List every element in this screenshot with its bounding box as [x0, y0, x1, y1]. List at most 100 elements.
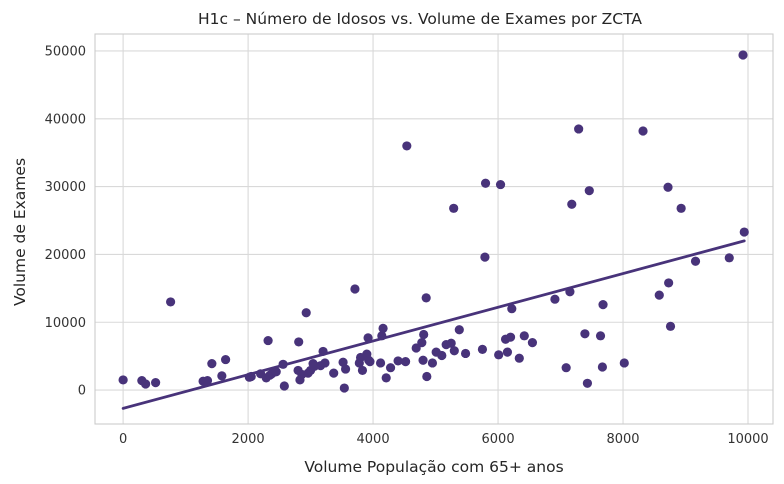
data-point	[550, 294, 560, 304]
y-tick-labels: 0 10000 20000 30000 40000 50000	[45, 44, 86, 398]
data-point	[598, 300, 608, 310]
data-point	[320, 358, 330, 368]
data-point	[294, 337, 304, 347]
grid-lines	[95, 34, 773, 424]
data-point	[378, 323, 388, 333]
x-tick-label: 2000	[232, 432, 265, 447]
data-point	[584, 186, 594, 196]
data-point	[437, 350, 447, 361]
y-tick-label: 50000	[45, 44, 86, 59]
trendline	[121, 239, 746, 410]
data-point	[350, 284, 360, 294]
data-point	[385, 363, 396, 373]
data-point	[690, 256, 701, 266]
data-point	[141, 379, 151, 389]
data-point	[166, 297, 176, 307]
data-point	[421, 293, 431, 303]
x-tick-label: 10000	[727, 432, 768, 447]
data-point	[217, 371, 227, 381]
x-tick-labels: 0 2000 4000 6000 8000 10000	[119, 432, 769, 447]
x-axis-label: Volume População com 65+ anos	[304, 458, 563, 476]
data-point	[449, 203, 459, 213]
data-point	[519, 331, 529, 341]
data-point	[427, 358, 438, 368]
data-point	[357, 365, 368, 376]
data-point	[393, 356, 403, 366]
data-point	[724, 253, 734, 263]
data-point	[279, 381, 289, 391]
data-point	[377, 331, 387, 341]
data-point	[400, 357, 411, 367]
data-points	[118, 50, 749, 393]
data-point	[527, 338, 538, 348]
data-point	[329, 368, 339, 378]
data-point	[278, 359, 288, 369]
data-point	[477, 344, 488, 354]
x-tick-label: 0	[119, 432, 127, 447]
data-point	[418, 355, 428, 365]
plot-frame	[94, 33, 774, 425]
data-point	[514, 353, 524, 363]
x-tick-label: 8000	[606, 432, 639, 447]
chart-title: H1c – Número de Idosos vs. Volume de Exa…	[198, 10, 642, 28]
data-point	[318, 346, 328, 357]
data-point	[118, 375, 128, 385]
data-point	[375, 358, 386, 368]
data-point	[263, 335, 273, 346]
trendline-group	[121, 239, 746, 410]
data-point	[365, 357, 375, 367]
data-point	[567, 199, 577, 209]
data-point	[494, 350, 504, 360]
y-axis-label: Volume de Exames	[11, 158, 29, 306]
data-point	[480, 178, 491, 188]
data-point	[739, 227, 749, 237]
data-point	[507, 304, 517, 314]
y-tick-label: 30000	[45, 180, 86, 195]
data-point	[202, 375, 213, 386]
data-point	[574, 124, 584, 134]
y-tick-label: 40000	[45, 112, 86, 127]
y-tick-label: 10000	[45, 316, 86, 331]
y-tick-label: 0	[78, 384, 86, 399]
data-point	[638, 126, 648, 136]
data-point	[582, 378, 593, 388]
data-point	[580, 329, 590, 339]
data-point	[665, 321, 676, 331]
data-point	[402, 141, 412, 151]
data-point	[271, 367, 281, 377]
x-tick-label: 6000	[482, 432, 515, 447]
data-point	[565, 287, 575, 297]
data-point	[339, 383, 349, 393]
data-point	[502, 347, 513, 357]
data-point	[363, 333, 373, 343]
data-point	[340, 364, 351, 374]
data-point	[676, 203, 686, 213]
data-point	[505, 332, 516, 342]
data-point	[246, 371, 256, 382]
data-point	[301, 308, 311, 318]
data-point	[151, 378, 161, 388]
y-tick-label: 20000	[45, 248, 86, 263]
data-point	[221, 354, 231, 365]
x-tick-label: 4000	[357, 432, 390, 447]
data-point	[495, 179, 506, 190]
data-point	[460, 348, 471, 359]
data-point	[446, 338, 456, 348]
data-point	[422, 371, 432, 382]
data-point	[738, 50, 748, 60]
data-point	[561, 363, 571, 373]
data-point	[597, 362, 608, 372]
data-point	[381, 373, 391, 383]
data-point	[664, 278, 674, 288]
data-point	[595, 331, 606, 341]
data-point	[663, 182, 673, 192]
data-point	[449, 346, 459, 356]
data-point	[417, 338, 427, 348]
data-point	[619, 358, 629, 368]
data-point	[480, 252, 490, 262]
data-point	[207, 359, 217, 369]
data-point	[454, 325, 464, 335]
data-point	[419, 329, 429, 340]
